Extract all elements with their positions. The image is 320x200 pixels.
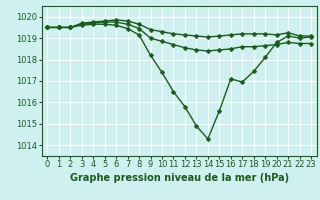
X-axis label: Graphe pression niveau de la mer (hPa): Graphe pression niveau de la mer (hPa): [70, 173, 289, 183]
